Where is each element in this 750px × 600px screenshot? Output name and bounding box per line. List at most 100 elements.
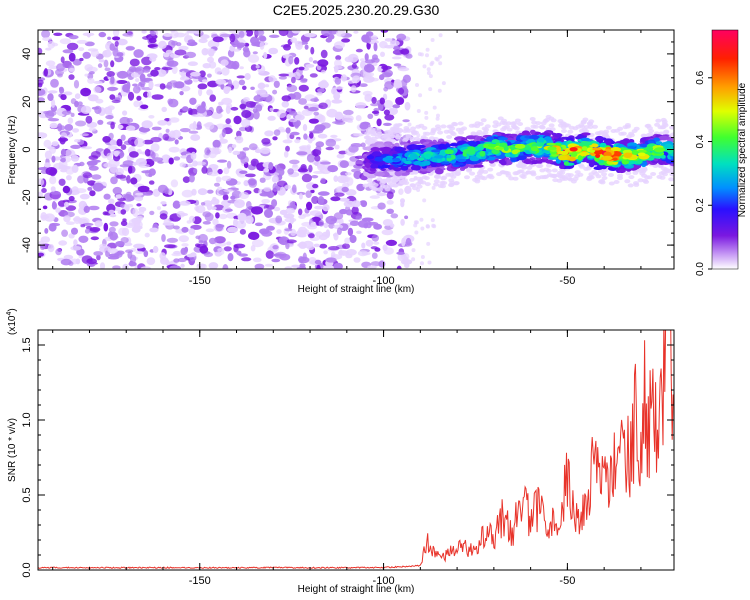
noise-blob (38, 97, 45, 102)
noise-blob (144, 148, 151, 157)
signal-blob (658, 161, 666, 166)
noise-blob (122, 218, 127, 222)
noise-blob (427, 260, 432, 265)
noise-blob (435, 116, 440, 121)
signal-halo-blob (484, 124, 491, 129)
noise-blob (392, 104, 401, 109)
signal-halo-blob (384, 187, 391, 192)
noise-blob (134, 196, 144, 202)
noise-blob (284, 184, 292, 190)
noise-blob (327, 165, 339, 173)
noise-blob (239, 170, 248, 174)
signal-blob (475, 146, 484, 151)
noise-blob (231, 60, 240, 70)
noise-blob (182, 176, 191, 184)
noise-blob (279, 186, 285, 195)
noise-blob (60, 94, 67, 101)
noise-blob (42, 205, 48, 210)
noise-blob (70, 144, 81, 149)
signal-halo-blob (446, 135, 453, 139)
noise-blob (417, 52, 422, 57)
signal-halo-blob (620, 131, 627, 136)
noise-blob (239, 228, 246, 235)
noise-blob (149, 210, 155, 216)
noise-blob (87, 77, 95, 84)
noise-blob (187, 107, 193, 115)
signal-blob (655, 141, 663, 145)
noise-blob (431, 223, 436, 228)
noise-blob (109, 139, 118, 146)
figure-title: C2E5.2025.230.20.29.G30 (273, 2, 440, 18)
signal-blob (535, 142, 545, 147)
noise-blob (47, 118, 60, 122)
signal-blob (417, 157, 425, 161)
signal-blob (431, 157, 438, 163)
noise-blob (402, 119, 410, 123)
noise-blob (199, 245, 209, 254)
noise-blob (221, 97, 233, 105)
signal-halo-blob (647, 132, 654, 137)
noise-blob (251, 239, 264, 248)
noise-blob (142, 68, 151, 73)
signal-blob (592, 147, 602, 151)
signal-blob (637, 149, 647, 153)
noise-blob (325, 146, 334, 151)
noise-blob (48, 65, 59, 70)
noise-blob (106, 152, 113, 161)
signal-halo-blob (601, 176, 608, 180)
noise-blob (79, 193, 90, 200)
signal-halo-blob (517, 122, 524, 126)
heatmap-panel: -150 -100 -50 -40 -20 0 20 40 Height of straig… (7, 29, 675, 295)
noise-blob (288, 118, 298, 123)
noise-blob (292, 164, 298, 168)
noise-blob (371, 252, 378, 259)
x-tick-label: -50 (559, 575, 575, 587)
signal-blob (530, 146, 539, 152)
noise-blob (268, 34, 280, 38)
noise-blob (348, 145, 359, 153)
noise-blob (320, 49, 328, 59)
noise-blob (98, 31, 107, 38)
noise-blob (291, 264, 300, 268)
noise-blob (255, 89, 267, 95)
noise-blob (174, 81, 185, 89)
noise-blob (233, 243, 246, 249)
noise-blob (291, 76, 296, 84)
noise-blob (283, 213, 295, 219)
noise-blob (60, 157, 66, 163)
signal-blob (457, 158, 466, 163)
noise-blob (70, 246, 82, 251)
noise-blob (248, 179, 256, 186)
signal-halo-blob (365, 135, 372, 140)
signal-halo-blob (561, 175, 568, 180)
signal-blob (486, 136, 495, 142)
noise-blob (292, 184, 297, 193)
noise-blob (216, 105, 223, 114)
noise-blob (107, 105, 115, 111)
noise-blob (181, 226, 189, 233)
noise-blob (395, 97, 405, 105)
noise-blob (228, 146, 233, 154)
noise-blob (393, 63, 402, 67)
signal-halo-blob (550, 118, 557, 123)
noise-blob (420, 255, 425, 259)
noise-blob (430, 38, 435, 42)
signal-blob (581, 146, 588, 151)
noise-blob (198, 38, 208, 44)
signal-halo-blob (645, 123, 652, 128)
signal-halo-blob (601, 172, 607, 177)
noise-blob (232, 150, 241, 156)
noise-blob (159, 252, 166, 260)
noise-blob (239, 103, 247, 110)
noise-blob (347, 227, 354, 237)
noise-blob (184, 32, 189, 36)
signal-halo-blob (521, 165, 528, 170)
noise-blob (79, 133, 89, 137)
noise-blob (156, 69, 167, 77)
noise-blob (202, 211, 212, 218)
noise-blob (353, 257, 361, 263)
noise-blob (222, 264, 229, 269)
noise-blob (422, 198, 427, 203)
noise-blob (202, 221, 211, 225)
signal-halo-blob (472, 177, 479, 182)
